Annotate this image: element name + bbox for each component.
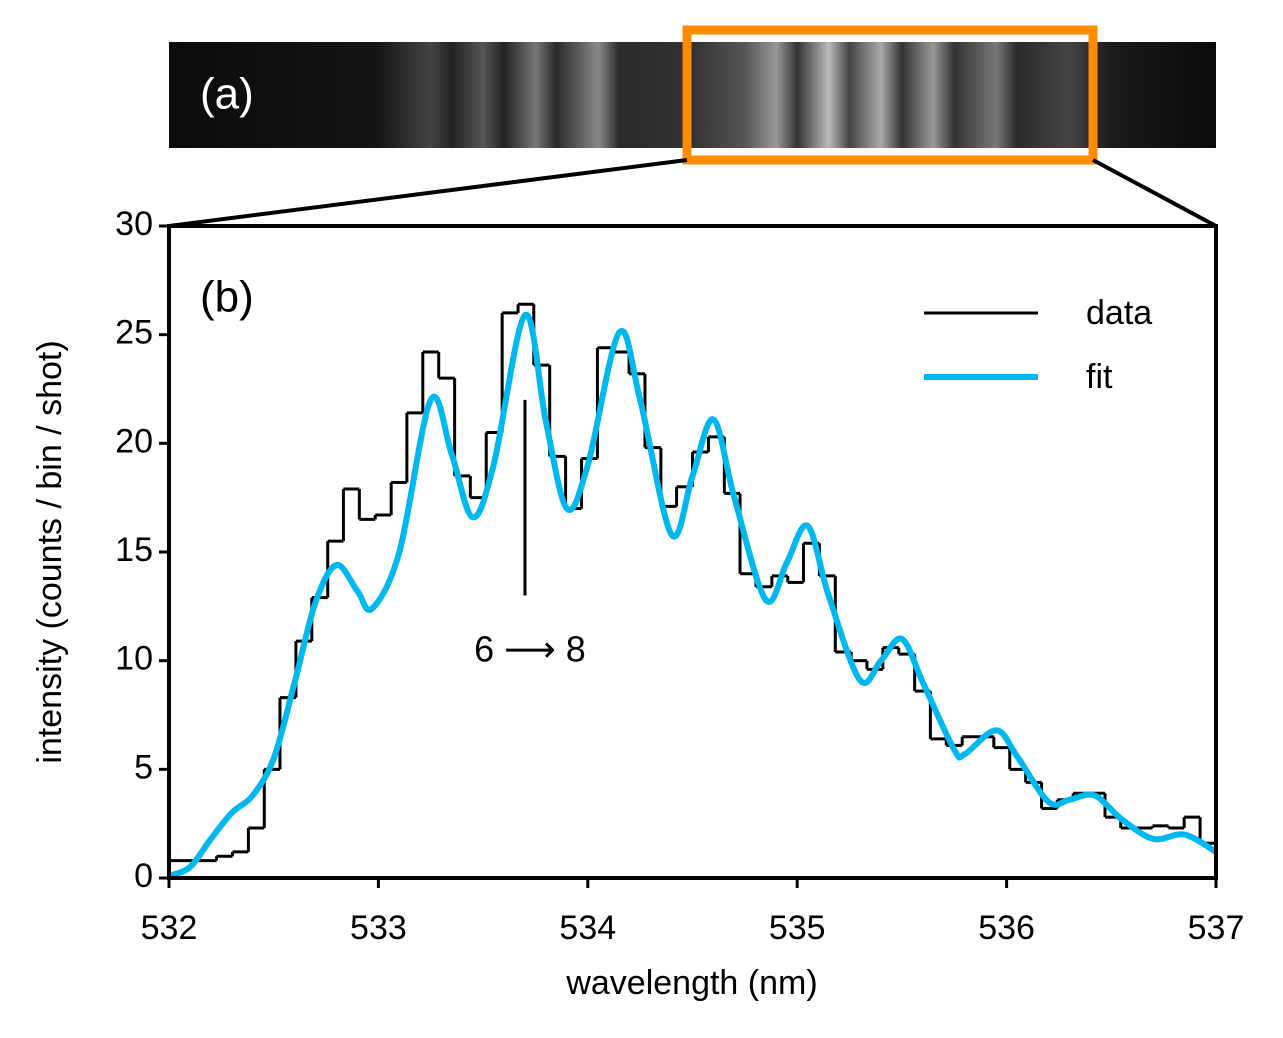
spectrum-image [169, 42, 1216, 148]
annotation-text: 6 ⟶ 8 [474, 628, 586, 669]
x-tick-label: 536 [978, 909, 1035, 947]
x-tick-label: 537 [1188, 909, 1245, 947]
legend-label: fit [1086, 358, 1113, 396]
y-tick-label: 20 [115, 422, 153, 460]
y-tick-label: 0 [134, 857, 153, 895]
zoom-line [168, 158, 688, 228]
x-tick-label: 532 [141, 909, 198, 947]
legend-label: data [1086, 294, 1152, 332]
x-tick-label: 535 [769, 909, 826, 947]
panel-label: (a) [200, 70, 254, 119]
y-tick-label: 10 [115, 640, 153, 678]
zoom-box [682, 25, 1098, 165]
x-tick-label: 533 [350, 909, 407, 947]
y-tick-label: 5 [134, 748, 153, 786]
y-tick-label: 15 [115, 531, 153, 569]
y-tick-label: 30 [115, 205, 153, 243]
fit-curve [167, 312, 1218, 879]
y-axis-label: intensity (counts / bin / shot) [31, 340, 69, 763]
zoom-line [1092, 158, 1217, 228]
plot-frame [167, 224, 1218, 880]
y-tick-label: 25 [115, 314, 153, 352]
x-tick-label: 534 [559, 909, 616, 947]
x-axis-label: wavelength (nm) [565, 964, 817, 1002]
panel-label: (b) [200, 273, 254, 322]
